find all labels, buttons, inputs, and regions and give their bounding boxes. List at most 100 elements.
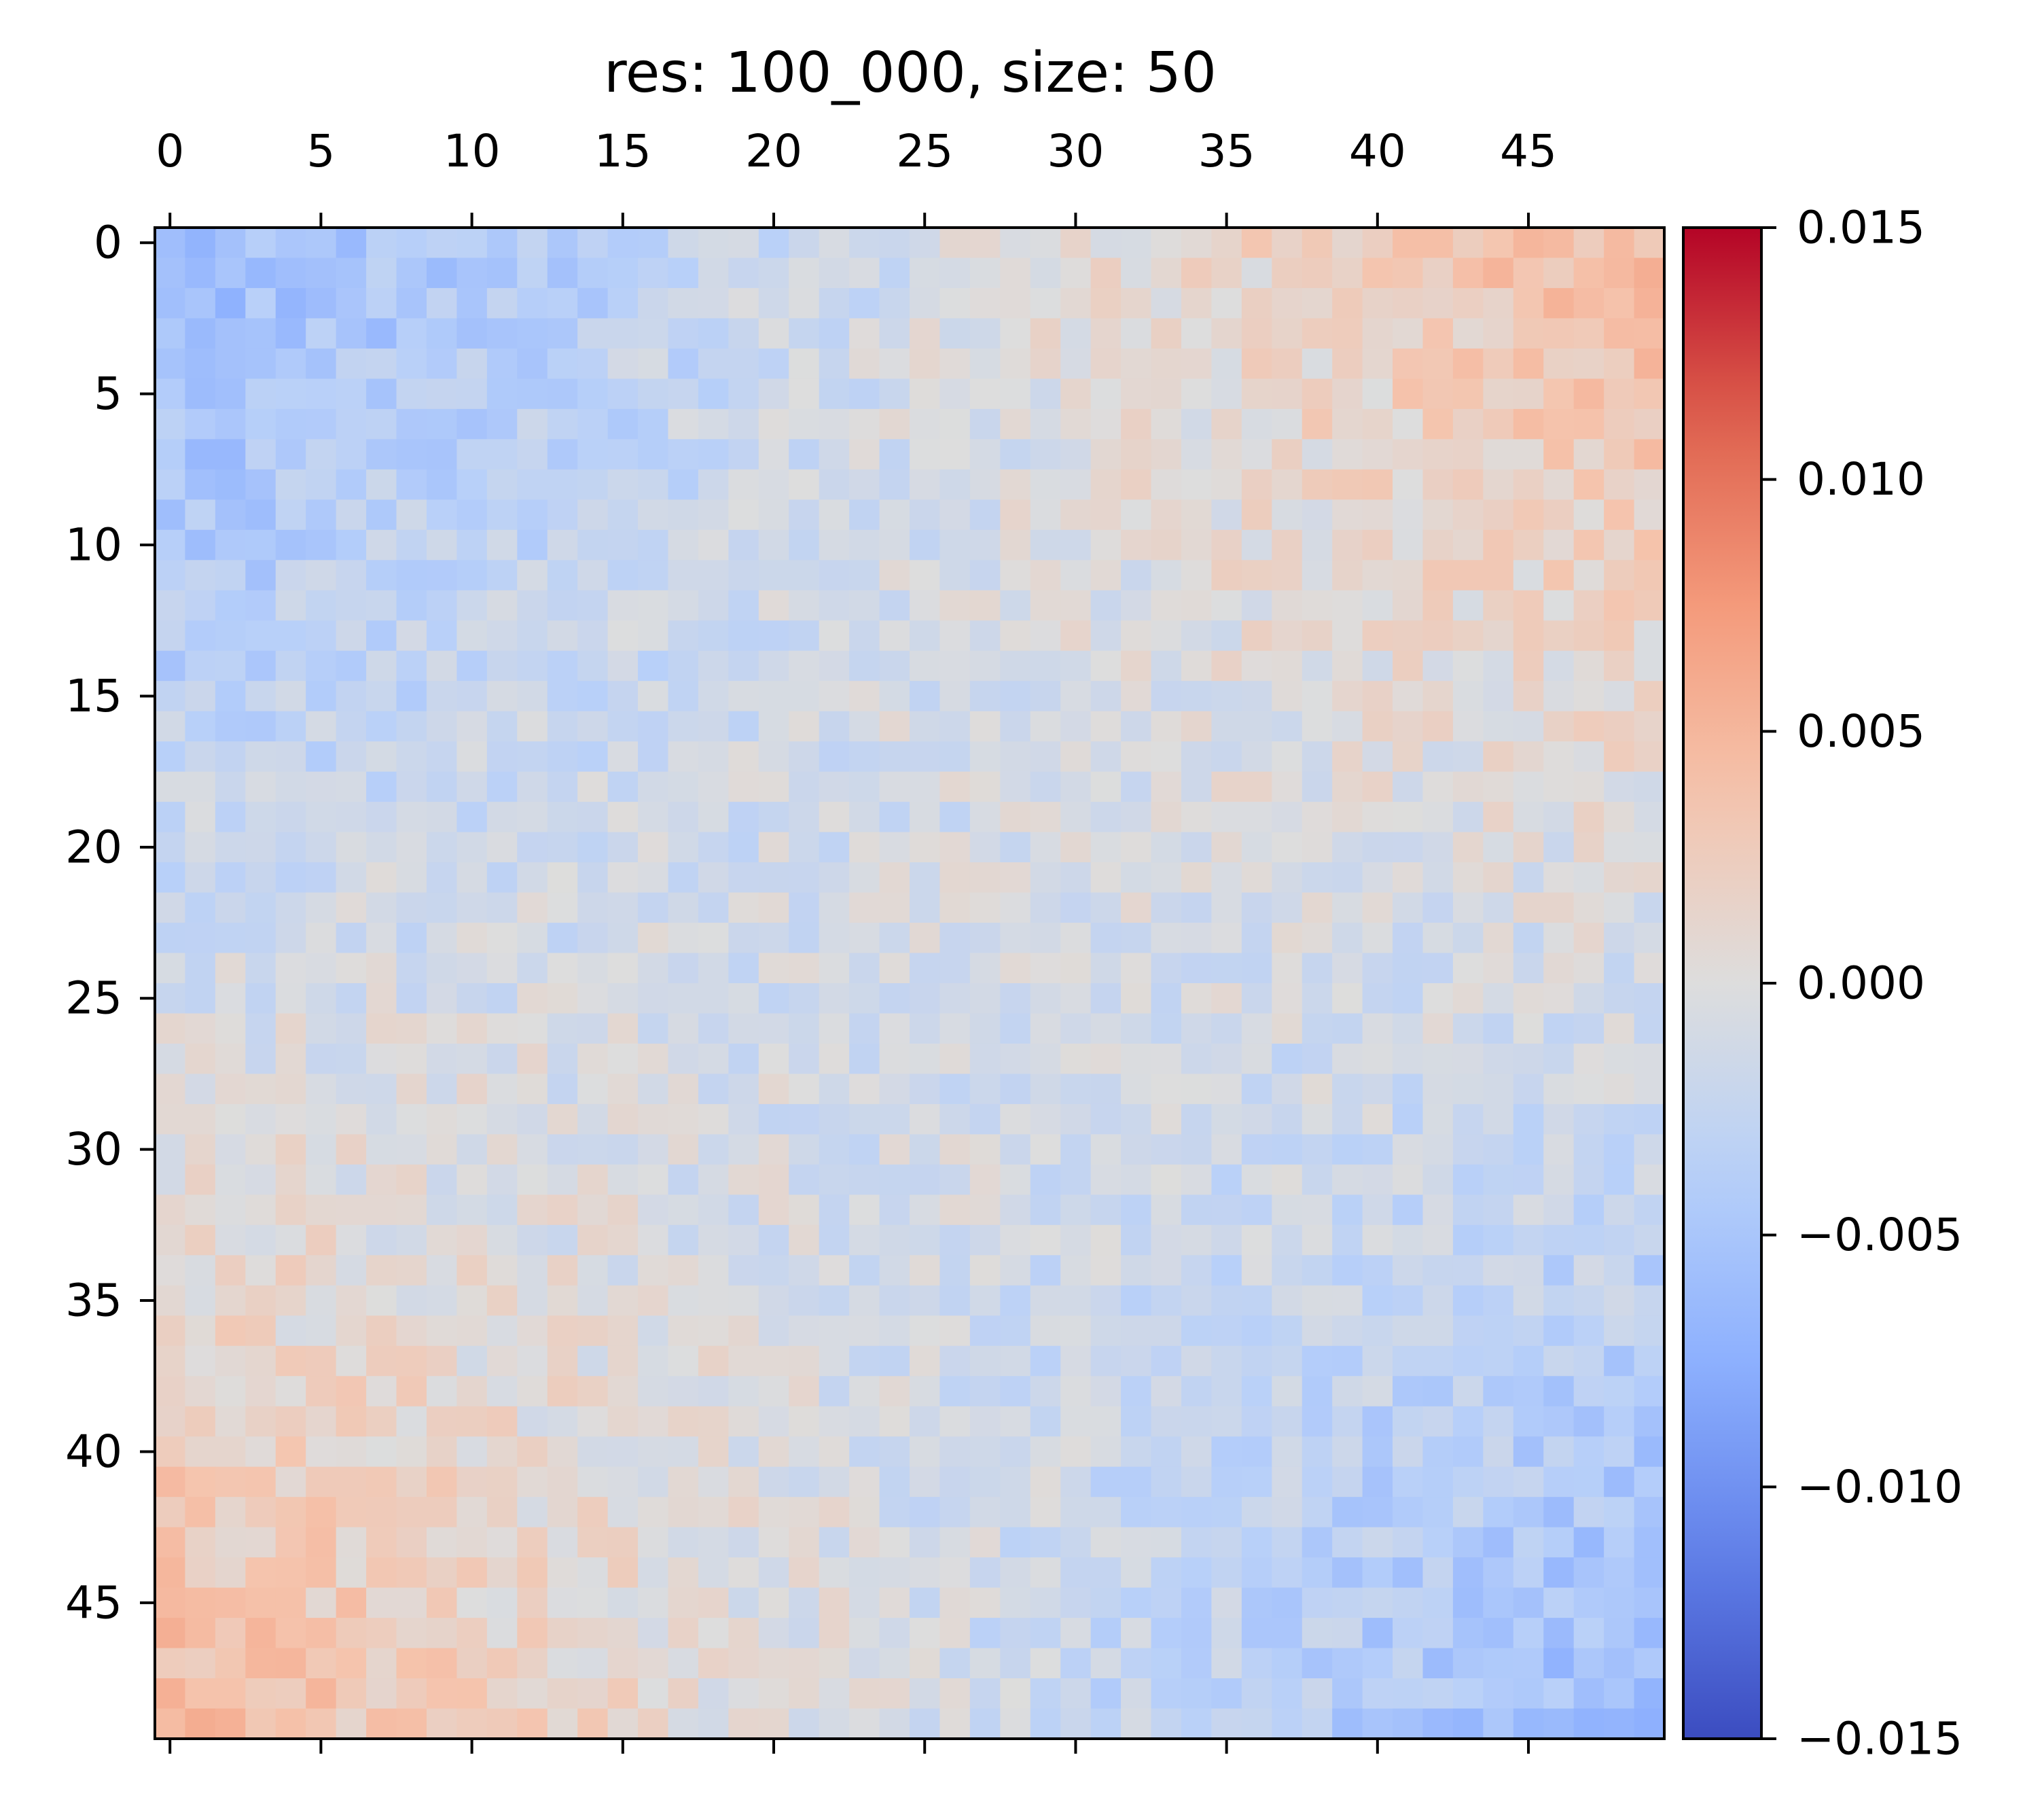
heatmap-cell — [185, 287, 216, 319]
heatmap-cell — [547, 1103, 578, 1135]
heatmap-cell — [426, 1255, 457, 1286]
heatmap-cell — [306, 1678, 337, 1710]
heatmap-cell — [819, 469, 850, 500]
heatmap-cell — [486, 1074, 518, 1105]
heatmap-cell — [969, 258, 1001, 289]
heatmap-cell — [396, 1466, 427, 1498]
heatmap-cell — [939, 1678, 971, 1710]
heatmap-cell — [336, 1376, 367, 1407]
heatmap-cell — [668, 681, 699, 712]
heatmap-cell — [1060, 1255, 1092, 1286]
heatmap-cell — [486, 1345, 518, 1377]
heatmap-cell — [215, 832, 246, 863]
heatmap-cell — [517, 318, 548, 349]
heatmap-cell — [1513, 1194, 1544, 1226]
heatmap-cell — [1452, 590, 1484, 621]
heatmap-cell — [1362, 1285, 1393, 1316]
heatmap-cell — [638, 892, 669, 923]
heatmap-cell — [336, 408, 367, 440]
heatmap-cell — [939, 1194, 971, 1226]
heatmap-cell — [1513, 711, 1544, 742]
heatmap-cell — [758, 771, 789, 802]
heatmap-cell — [910, 802, 941, 833]
heatmap-cell — [1181, 318, 1212, 349]
heatmap-cell — [607, 953, 639, 984]
heatmap-cell — [1513, 1618, 1544, 1649]
heatmap-cell — [1211, 620, 1242, 652]
heatmap-cell — [1151, 802, 1182, 833]
heatmap-cell — [336, 1224, 367, 1256]
heatmap-cell — [215, 560, 246, 591]
heatmap-cell — [1332, 1103, 1363, 1135]
heatmap-cell — [306, 590, 337, 621]
heatmap-cell — [1181, 650, 1212, 681]
heatmap-cell — [1060, 1406, 1092, 1437]
heatmap-cell — [1060, 560, 1092, 591]
heatmap-cell — [275, 1224, 306, 1256]
heatmap-cell — [1422, 1043, 1454, 1075]
heatmap-cell — [849, 1074, 880, 1105]
heatmap-cell — [607, 983, 639, 1014]
heatmap-cell — [879, 832, 910, 863]
heatmap-cell — [668, 378, 699, 410]
heatmap-cell — [758, 1194, 789, 1226]
heatmap-cell — [879, 1194, 910, 1226]
heatmap-cell — [215, 1436, 246, 1468]
heatmap-cell — [1030, 258, 1061, 289]
heatmap-cell — [910, 439, 941, 470]
heatmap-cell — [698, 348, 729, 379]
heatmap-cell — [1060, 499, 1092, 531]
chart-title: res: 100_000, size: 50 — [604, 41, 1217, 105]
heatmap-cell — [517, 408, 548, 440]
heatmap-cell — [1241, 711, 1272, 742]
heatmap-cell — [1121, 1255, 1152, 1286]
heatmap-cell — [486, 469, 518, 500]
heatmap-cell — [1121, 408, 1152, 440]
heatmap-cell — [1483, 1497, 1514, 1528]
heatmap-cell — [215, 923, 246, 954]
heatmap-cell — [1362, 590, 1393, 621]
heatmap-cell — [1543, 1074, 1575, 1105]
heatmap-cell — [1332, 741, 1363, 773]
heatmap-cell — [638, 408, 669, 440]
heatmap-cell — [910, 771, 941, 802]
heatmap-cell — [1000, 1255, 1031, 1286]
heatmap-cell — [577, 953, 609, 984]
heatmap-cell — [1543, 802, 1575, 833]
heatmap-cell — [185, 408, 216, 440]
heatmap-cell — [1121, 1406, 1152, 1437]
heatmap-cell — [1090, 953, 1122, 984]
heatmap-cell — [879, 1285, 910, 1316]
heatmap-cell — [1422, 1587, 1454, 1618]
heatmap-cell — [1634, 318, 1665, 349]
heatmap-cell — [1543, 378, 1575, 410]
heatmap-cell — [1513, 1285, 1544, 1316]
heatmap-cell — [547, 1074, 578, 1105]
heatmap-cell — [1513, 1376, 1544, 1407]
heatmap-cell — [879, 439, 910, 470]
heatmap-cell — [879, 802, 910, 833]
heatmap-cell — [1211, 1708, 1242, 1739]
heatmap-cell — [1151, 499, 1182, 531]
heatmap-cell — [1000, 802, 1031, 833]
heatmap-cell — [245, 1315, 276, 1347]
heatmap-cell — [1543, 1345, 1575, 1377]
heatmap-cell — [456, 1497, 488, 1528]
heatmap-cell — [607, 469, 639, 500]
heatmap-cell — [1362, 439, 1393, 470]
heatmap-cell — [366, 287, 397, 319]
heatmap-cell — [1634, 1497, 1665, 1528]
heatmap-cell — [879, 499, 910, 531]
heatmap-cell — [1452, 1708, 1484, 1739]
heatmap-cell — [819, 499, 850, 531]
heatmap-cell — [306, 1648, 337, 1679]
heatmap-cell — [668, 862, 699, 893]
heatmap-cell — [758, 1074, 789, 1105]
heatmap-cell — [849, 983, 880, 1014]
heatmap-cell — [1090, 1013, 1122, 1044]
heatmap-cell — [185, 741, 216, 773]
heatmap-cell — [366, 1557, 397, 1589]
heatmap-cell — [1393, 771, 1424, 802]
heatmap-cell — [517, 1648, 548, 1679]
heatmap-cell — [155, 469, 186, 500]
